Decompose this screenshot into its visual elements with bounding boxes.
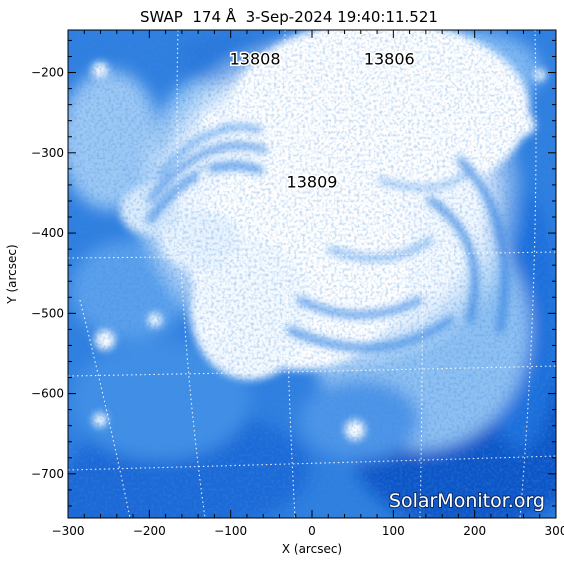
y-tick-label: −300 — [31, 146, 64, 160]
active-region-label: 13806 — [364, 50, 415, 69]
x-tick-label: 0 — [308, 524, 316, 538]
y-tick-label: −400 — [31, 226, 64, 240]
x-tick-label: 200 — [463, 524, 486, 538]
x-axis: −300 −200 −100 0 100 200 300 — [52, 30, 564, 538]
x-tick-label: 100 — [382, 524, 405, 538]
y-tick-label: −600 — [31, 387, 64, 401]
x-tick-label: 300 — [545, 524, 564, 538]
y-tick-label: −200 — [31, 66, 64, 80]
image-texture — [68, 30, 556, 518]
x-tick-label: −300 — [52, 524, 85, 538]
active-region-label: 13809 — [287, 172, 338, 191]
active-region-labels: 13808 13806 13809 — [228, 48, 416, 193]
x-axis-label: X (arcsec) — [282, 542, 342, 556]
heliographic-grid — [68, 30, 556, 518]
active-region-label: 13808 — [230, 50, 281, 69]
solar-image — [68, 30, 556, 518]
y-axis: −200 −300 −400 −500 −600 −700 — [31, 39, 556, 507]
image-title: SWAP 174 Å 3-Sep-2024 19:40:11.521 — [140, 7, 438, 26]
x-tick-label: −200 — [133, 524, 166, 538]
y-tick-label: −700 — [31, 467, 64, 481]
x-tick-label: −100 — [214, 524, 247, 538]
watermark-text: SolarMonitor.org — [389, 490, 545, 512]
y-tick-label: −500 — [31, 306, 64, 320]
y-axis-label: Y (arcsec) — [5, 244, 19, 304]
